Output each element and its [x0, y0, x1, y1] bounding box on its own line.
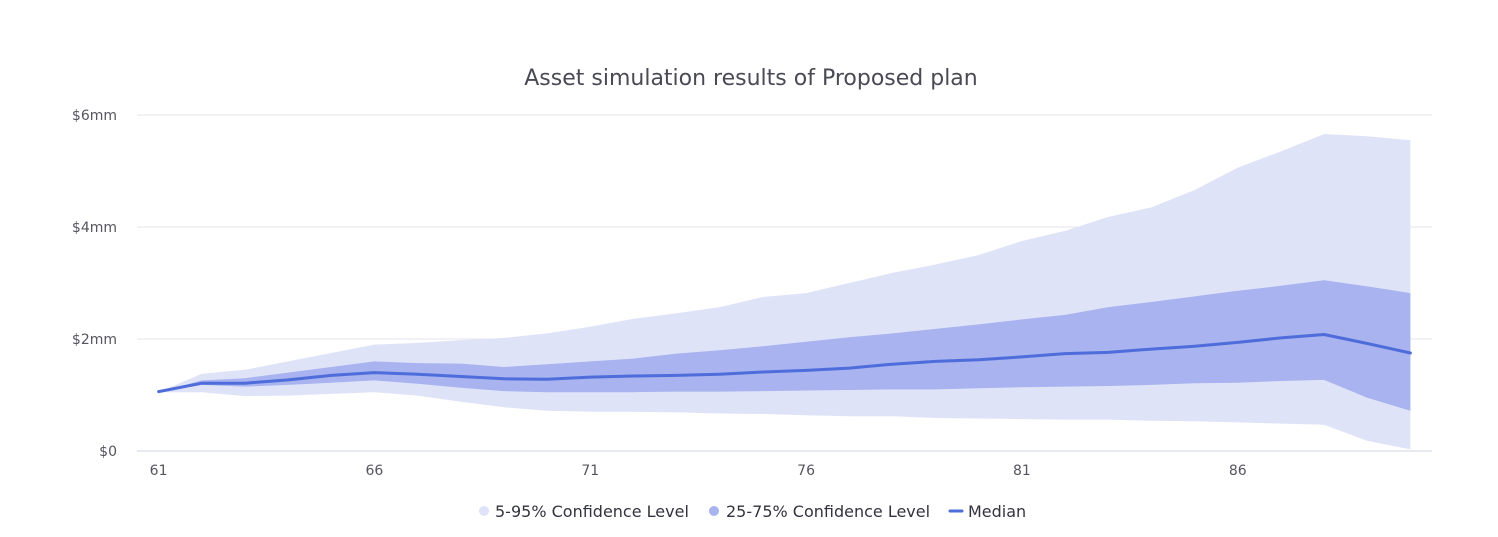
- x-tick-label: 71: [581, 463, 599, 479]
- y-tick-label: $4mm: [72, 220, 117, 236]
- band-5-95: [158, 134, 1411, 450]
- x-tick-label: 81: [1013, 463, 1031, 479]
- median-line: [157, 333, 1412, 394]
- confidence-bands: [158, 134, 1411, 450]
- x-tick-label: 61: [150, 463, 168, 479]
- legend-label-25-75: 25-75% Confidence Level: [726, 502, 930, 521]
- y-tick-label: $0: [99, 444, 117, 460]
- y-tick-label: $6mm: [72, 108, 117, 124]
- y-tick-label: $2mm: [72, 332, 117, 348]
- median-line-layer: [157, 333, 1412, 394]
- legend-label-5-95: 5-95% Confidence Level: [495, 502, 689, 521]
- x-tick-label: 66: [366, 463, 384, 479]
- chart-title: Asset simulation results of Proposed pla…: [524, 66, 977, 91]
- legend-marker-5-95: [479, 506, 489, 516]
- x-tick-label: 76: [797, 463, 815, 479]
- x-tick-label: 86: [1229, 463, 1247, 479]
- legend-marker-25-75: [709, 506, 719, 516]
- legend: 5-95% Confidence Level 25-75% Confidence …: [479, 502, 1026, 521]
- axes: $0 $2mm $4mm $6mm 61 66 71 76 81 86: [72, 108, 1247, 479]
- legend-label-median: Median: [968, 502, 1026, 521]
